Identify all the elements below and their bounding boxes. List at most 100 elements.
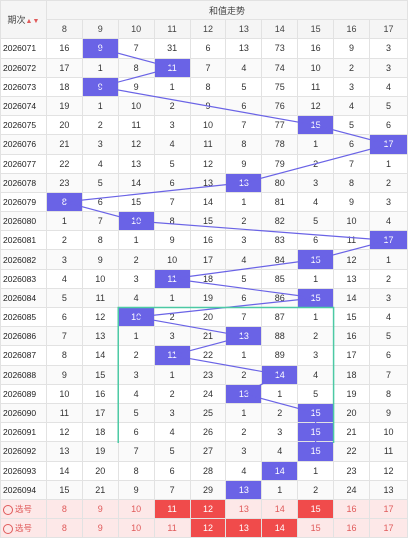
miss-cell: 6 (189, 38, 227, 59)
table-row: 2026083 4 10 3 11 18 5 85 1 13 2 (0, 268, 408, 289)
miss-cell: 74 (261, 57, 299, 78)
select-number-button[interactable]: 16 (333, 518, 370, 538)
radio-circle-icon[interactable] (3, 504, 13, 515)
column-header-15: 15 (297, 19, 335, 40)
select-number-button[interactable]: 17 (368, 518, 408, 538)
miss-cell: 2 (297, 326, 335, 347)
miss-cell: 17 (81, 402, 119, 424)
miss-cell: 23 (333, 460, 370, 481)
column-header-17: 17 (368, 19, 408, 40)
miss-cell: 5 (81, 172, 119, 193)
column-header-11: 11 (153, 19, 191, 40)
miss-cell: 15 (333, 306, 370, 328)
miss-cell: 12 (45, 422, 83, 443)
period-cell: 2026077 (0, 153, 47, 174)
miss-cell: 3 (225, 230, 263, 251)
select-row: 选号 8 9 10 11 12 13 14 15 16 17 (0, 518, 408, 538)
radio-circle-icon[interactable] (3, 523, 13, 534)
miss-cell: 77 (261, 115, 299, 136)
miss-cell: 6 (153, 460, 191, 481)
miss-cell: 16 (45, 38, 83, 59)
miss-cell: 21 (333, 422, 370, 443)
miss-cell: 9 (189, 95, 227, 117)
miss-cell: 9 (333, 191, 370, 213)
select-number-button[interactable]: 13 (225, 498, 263, 520)
select-number-button[interactable]: 14 (261, 518, 299, 538)
period-cell: 2026087 (0, 345, 47, 366)
select-number-button[interactable]: 16 (333, 498, 370, 520)
select-number-button[interactable]: 9 (81, 518, 119, 538)
hit-cell: 8 (45, 191, 83, 213)
miss-cell: 13 (117, 153, 155, 174)
select-number-button[interactable]: 12 (189, 498, 227, 520)
miss-cell: 8 (153, 211, 191, 232)
miss-cell: 2 (297, 479, 335, 500)
miss-cell: 2 (117, 345, 155, 366)
miss-cell: 1 (225, 402, 263, 424)
miss-cell: 87 (261, 306, 299, 328)
miss-cell: 5 (225, 76, 263, 97)
select-number-button[interactable]: 14 (261, 498, 299, 520)
select-number-button[interactable]: 15 (297, 518, 335, 538)
miss-cell: 14 (81, 345, 119, 366)
miss-cell: 1 (297, 460, 335, 481)
miss-cell: 22 (45, 153, 83, 174)
miss-cell: 12 (117, 134, 155, 155)
miss-cell: 75 (261, 76, 299, 97)
period-header[interactable]: 期次▲▼ (0, 0, 47, 40)
column-header-13: 13 (225, 19, 263, 40)
miss-cell: 7 (45, 326, 83, 347)
period-cell: 2026090 (0, 402, 47, 424)
miss-cell: 82 (261, 211, 299, 232)
table-row: 2026074 19 1 10 2 9 6 76 12 4 5 (0, 95, 408, 117)
miss-cell: 73 (261, 38, 299, 59)
miss-cell: 6 (117, 422, 155, 443)
select-number-button[interactable]: 10 (117, 518, 155, 538)
period-cell: 2026071 (0, 38, 47, 59)
hit-cell: 10 (117, 306, 155, 328)
select-number-button[interactable]: 9 (81, 498, 119, 520)
hit-cell: 13 (225, 479, 263, 500)
select-number-button[interactable]: 11 (153, 518, 191, 538)
period-cell: 2026081 (0, 230, 47, 251)
miss-cell: 19 (333, 383, 370, 404)
sort-icon[interactable]: ▲▼ (25, 18, 40, 26)
miss-cell: 16 (297, 38, 335, 59)
miss-cell: 1 (297, 134, 335, 155)
hit-cell: 17 (368, 230, 408, 251)
miss-cell: 16 (81, 383, 119, 404)
select-number-button[interactable]: 13 (225, 518, 263, 538)
select-number-button[interactable]: 15 (297, 498, 335, 520)
miss-cell: 7 (225, 306, 263, 328)
miss-cell: 1 (261, 383, 299, 404)
miss-cell: 12 (368, 460, 408, 481)
table-row: 2026084 5 11 4 1 19 6 86 15 14 3 (0, 287, 408, 309)
select-number-button[interactable]: 8 (45, 518, 83, 538)
table-row: 2026073 18 9 9 1 8 5 75 11 3 4 (0, 76, 408, 97)
miss-cell: 2 (368, 172, 408, 193)
select-number-button[interactable]: 12 (189, 518, 227, 538)
miss-cell: 5 (45, 287, 83, 309)
select-number-button[interactable]: 10 (117, 498, 155, 520)
select-number-button[interactable]: 17 (368, 498, 408, 520)
miss-cell: 7 (333, 153, 370, 174)
miss-cell: 26 (189, 422, 227, 443)
miss-cell: 1 (297, 306, 335, 328)
miss-cell: 3 (261, 422, 299, 443)
miss-cell: 13 (225, 38, 263, 59)
select-number-button[interactable]: 11 (153, 498, 191, 520)
table-row: 2026088 9 15 3 1 23 2 14 4 18 7 (0, 364, 408, 385)
miss-cell: 8 (368, 383, 408, 404)
miss-cell: 16 (333, 326, 370, 347)
period-cell: 2026082 (0, 249, 47, 270)
miss-cell: 11 (368, 441, 408, 462)
miss-cell: 9 (153, 230, 191, 251)
hit-cell: 14 (261, 460, 299, 481)
select-number-button[interactable]: 8 (45, 498, 83, 520)
table-row: 2026075 20 2 11 3 10 7 77 15 5 6 (0, 115, 408, 136)
column-header-14: 14 (261, 19, 299, 40)
miss-cell: 86 (261, 287, 299, 309)
hit-cell: 13 (225, 172, 263, 193)
